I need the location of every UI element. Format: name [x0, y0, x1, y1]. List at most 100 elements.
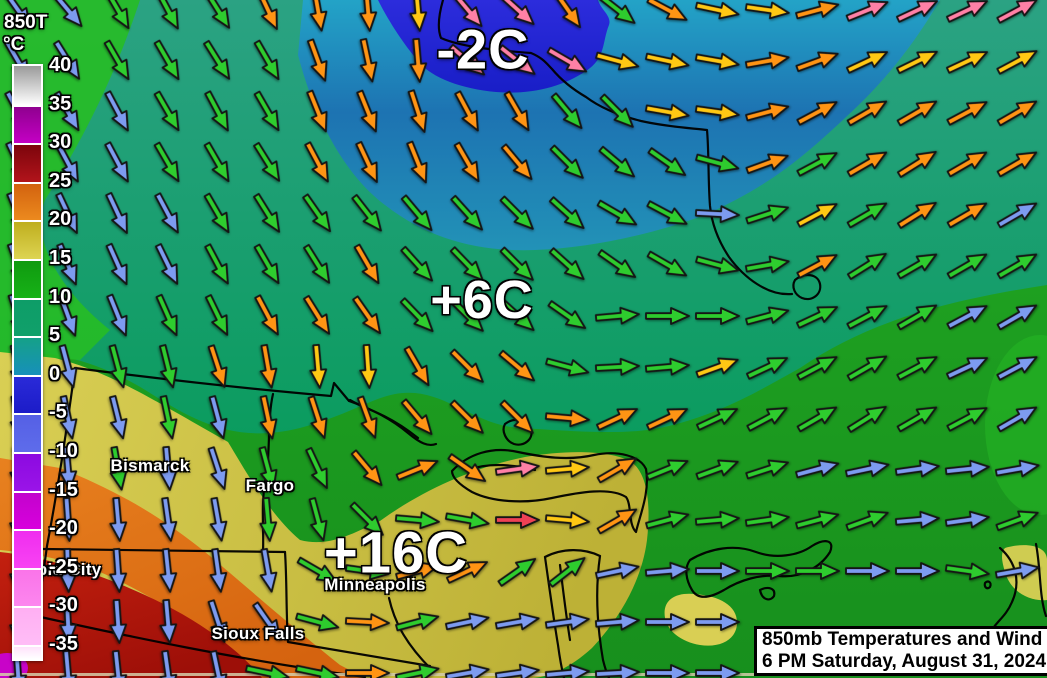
wind-arrow — [843, 43, 892, 79]
wind-arrow — [894, 143, 943, 183]
wind-arrow — [202, 444, 233, 493]
wind-arrow — [547, 0, 588, 34]
wind-arrow — [594, 357, 642, 377]
wind-arrow — [743, 97, 792, 126]
wind-arrow — [249, 291, 286, 340]
wind-arrow — [199, 87, 236, 136]
wind-arrow — [156, 496, 180, 544]
wind-arrow — [407, 0, 429, 34]
wind-arrow — [149, 37, 188, 86]
wind-arrow — [107, 649, 130, 678]
wind-arrow — [2, 240, 35, 289]
wind-arrow — [58, 598, 78, 646]
wind-arrow — [993, 504, 1042, 537]
wind-arrow — [107, 547, 128, 594]
wind-arrow — [545, 140, 590, 185]
wind-arrow — [99, 0, 138, 34]
wind-arrow — [994, 195, 1043, 234]
wind-arrow — [643, 0, 692, 29]
wind-arrow — [393, 556, 442, 585]
wind-arrow — [444, 608, 493, 635]
wind-arrow — [843, 0, 892, 27]
wind-arrow — [154, 343, 183, 392]
wind-arrow — [346, 446, 389, 493]
wind-arrow — [645, 613, 691, 631]
wind-arrow — [644, 47, 693, 74]
wind-arrow — [253, 444, 282, 493]
wind-arrow — [300, 444, 336, 493]
wind-arrow — [250, 0, 286, 35]
city-label: Fargo — [245, 476, 295, 495]
wind-arrow — [57, 445, 79, 492]
wind-arrow — [494, 609, 542, 635]
wind-arrow — [643, 400, 692, 436]
wind-arrow — [49, 88, 88, 137]
wind-arrow — [345, 664, 391, 678]
wind-arrow — [203, 393, 232, 442]
wind-arrow — [795, 562, 841, 580]
wind-arrow — [393, 452, 442, 486]
city-label: Rapid City — [14, 560, 102, 579]
wind-arrow — [644, 99, 692, 125]
wind-arrow — [248, 190, 288, 239]
wind-arrow — [695, 562, 741, 580]
wind-arrow — [994, 558, 1042, 584]
wind-arrow — [254, 394, 281, 443]
wind-arrow — [255, 343, 281, 391]
temperature-region-label: -2C — [436, 17, 530, 81]
wind-arrow — [546, 89, 589, 136]
wind-arrow — [352, 393, 385, 442]
wind-arrow — [344, 612, 392, 632]
wind-arrow — [51, 240, 85, 289]
wind-arrow — [993, 348, 1042, 385]
wind-arrow — [349, 241, 388, 290]
caption-box: 850mb Temperatures and Wind 6 PM Saturda… — [754, 626, 1047, 676]
wind-arrow — [48, 37, 88, 86]
wind-arrow — [844, 245, 893, 285]
wind-arrow — [104, 394, 133, 443]
wind-arrow — [744, 48, 792, 74]
wind-arrow — [595, 141, 642, 184]
wind-arrow — [943, 399, 992, 436]
wind-arrow — [293, 607, 342, 636]
wind-arrow — [0, 138, 36, 187]
wind-arrow — [643, 452, 692, 486]
wind-arrow — [894, 509, 941, 531]
wind-arrow — [743, 453, 792, 484]
city-label: Minneapolis — [324, 575, 426, 594]
wind-arrow — [844, 348, 893, 387]
wind-arrow — [156, 649, 180, 678]
wind-arrow — [793, 298, 842, 334]
wind-arrow — [744, 508, 792, 532]
wind-arrow — [644, 356, 691, 378]
wind-arrow — [495, 294, 541, 338]
caption-title: 850mb Temperatures and Wind — [762, 629, 1043, 650]
wind-arrow — [99, 37, 138, 86]
wind-arrow — [593, 400, 642, 436]
wind-arrow — [444, 660, 492, 678]
wind-arrow — [0, 0, 39, 34]
wind-arrow — [594, 501, 643, 540]
wind-arrow — [494, 661, 542, 678]
wind-arrow — [445, 39, 492, 82]
wind-arrow — [544, 407, 591, 429]
wind-arrow — [844, 398, 893, 438]
wind-arrow — [694, 204, 742, 224]
wind-arrow — [298, 241, 338, 290]
wind-arrow — [446, 0, 489, 33]
wind-arrow — [105, 445, 131, 493]
wind-arrow — [394, 509, 441, 531]
wind-arrow — [445, 395, 490, 440]
wind-arrow — [693, 250, 742, 279]
wind-arrow — [943, 43, 992, 79]
wind-arrow — [495, 345, 542, 388]
wind-arrow — [545, 243, 591, 287]
wind-arrow — [303, 495, 332, 544]
wind-arrow — [645, 664, 691, 678]
wind-arrow — [4, 343, 31, 392]
wind-arrow — [894, 93, 943, 132]
wind-arrow — [944, 559, 992, 583]
wind-arrow — [198, 37, 238, 86]
wind-arrow — [793, 348, 842, 385]
